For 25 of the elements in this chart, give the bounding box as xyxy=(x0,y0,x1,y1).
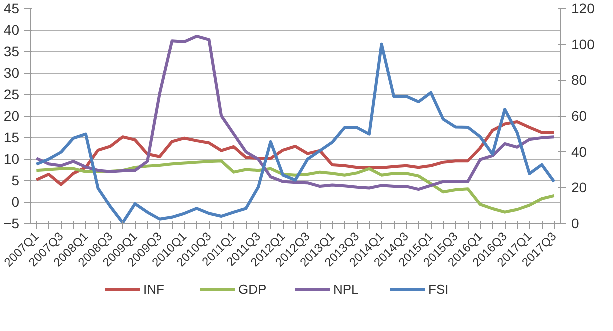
y2-tick-label: 100 xyxy=(572,36,596,52)
y-tick-label: 30 xyxy=(4,65,20,81)
y-tick-label: 10 xyxy=(4,151,20,167)
y-tick-label: 35 xyxy=(4,44,20,60)
y-tick-label: −5 xyxy=(4,216,20,232)
y-tick-label: 0 xyxy=(12,194,20,210)
y2-tick-label: 60 xyxy=(572,108,588,124)
y2-tick-label: 80 xyxy=(572,72,588,88)
y2-tick-label: 20 xyxy=(572,180,588,196)
legend-label: GDP xyxy=(238,282,267,297)
legend-label: INF xyxy=(144,282,164,297)
y-tick-label: 5 xyxy=(12,172,20,188)
y-tick-label: 40 xyxy=(4,22,20,38)
y2-tick-label: 40 xyxy=(572,144,588,160)
y-tick-label: 45 xyxy=(4,0,20,16)
y2-tick-label: 120 xyxy=(572,0,596,16)
line-series xyxy=(35,34,556,192)
legend-label: NPL xyxy=(334,282,359,297)
legend-label: FSI xyxy=(428,282,449,297)
line-series xyxy=(35,120,556,186)
y-tick-label: 15 xyxy=(4,130,20,146)
y2-tick-label: 0 xyxy=(572,216,580,232)
line-series xyxy=(35,42,556,224)
y-tick-label: 20 xyxy=(4,108,20,124)
y-tick-label: 25 xyxy=(4,86,20,102)
